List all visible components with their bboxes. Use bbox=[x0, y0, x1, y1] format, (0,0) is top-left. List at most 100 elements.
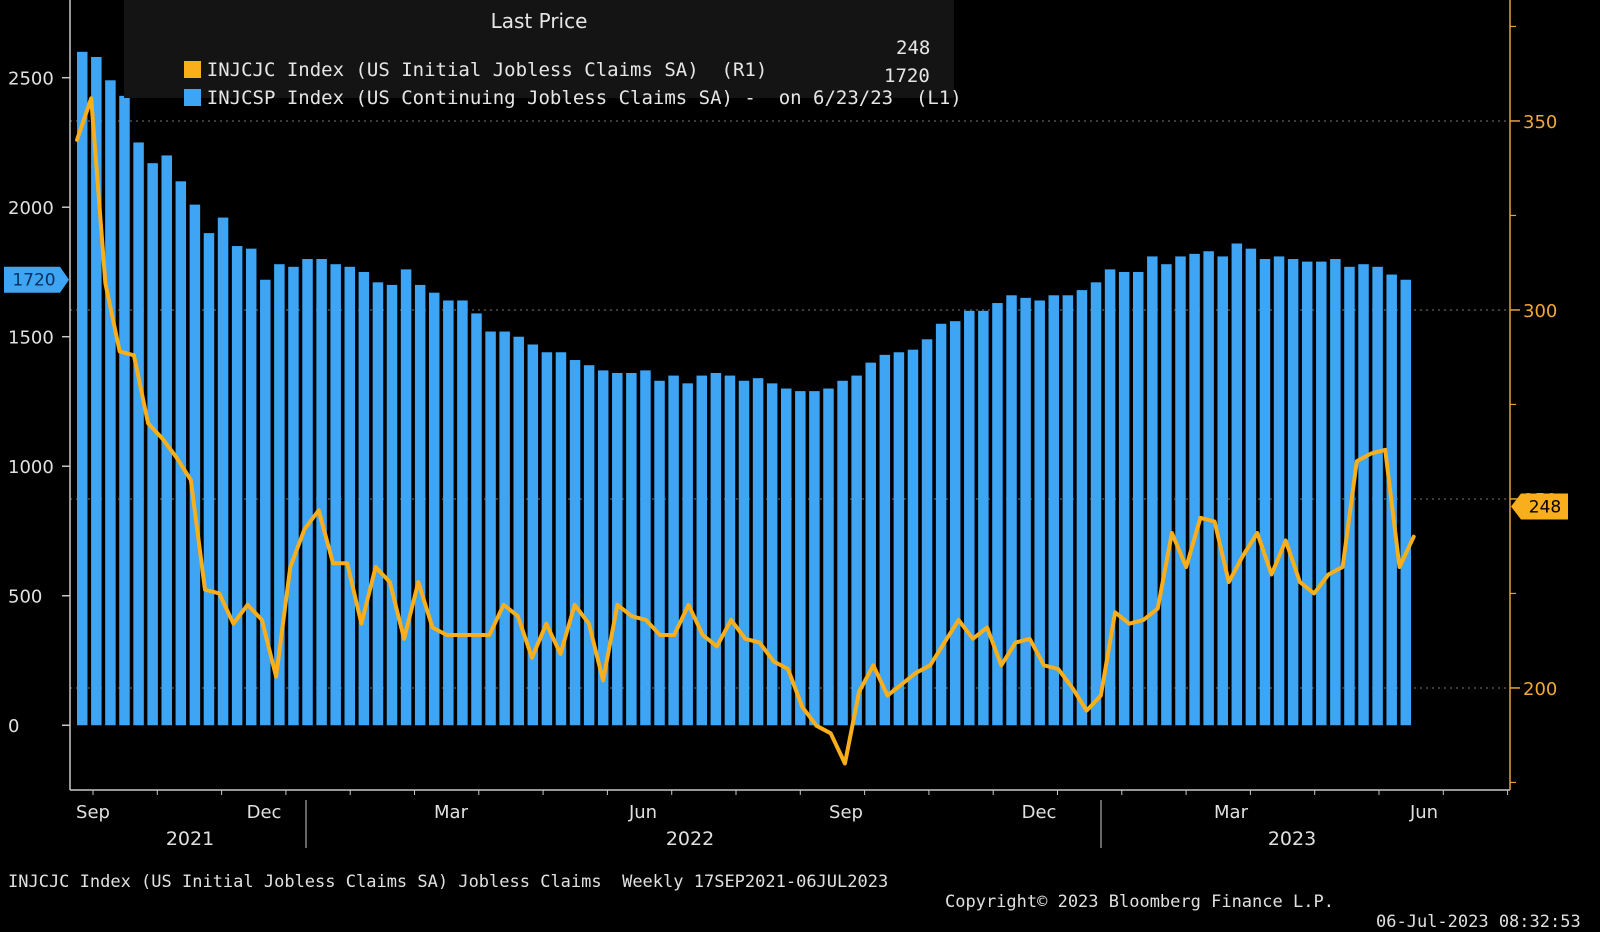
bar-4 bbox=[133, 142, 144, 726]
bar-35 bbox=[569, 360, 581, 726]
bar-69 bbox=[1048, 295, 1060, 726]
left-last-value-marker: 1720 bbox=[4, 266, 69, 293]
left-tick-label-2000: 2000 bbox=[8, 198, 54, 219]
left-tick-label-0: 0 bbox=[8, 716, 19, 737]
bar-63 bbox=[964, 310, 975, 726]
x-year-label-2021: 2021 bbox=[166, 828, 214, 850]
bar-36 bbox=[583, 365, 595, 726]
bar-77 bbox=[1161, 264, 1172, 726]
bar-85 bbox=[1273, 256, 1285, 726]
x-axis-ticks: Sep Dec Mar Jun Sep Dec Mar Jun 2021 2022 2023 bbox=[76, 790, 1509, 850]
bar-31 bbox=[513, 336, 524, 726]
bar-12 bbox=[245, 248, 257, 726]
bar-71 bbox=[1076, 290, 1088, 726]
bar-52 bbox=[809, 391, 820, 726]
left-axis-ticks: 0 500 1000 1500 2000 2500 bbox=[8, 69, 70, 737]
right-last-value-label: 248 bbox=[1529, 498, 1561, 518]
chart-footer: INJCJC Index (US Initial Jobless Claims … bbox=[8, 852, 1581, 932]
x-month-label-6: Mar bbox=[1214, 802, 1249, 823]
x-month-label-7: Jun bbox=[1409, 802, 1438, 823]
bar-56 bbox=[865, 362, 876, 726]
bar-59 bbox=[907, 349, 919, 726]
legend-value-continuing-claims: 1720 bbox=[884, 65, 930, 87]
bar-21 bbox=[372, 282, 384, 726]
bar-27 bbox=[457, 300, 468, 726]
bar-88 bbox=[1316, 261, 1327, 726]
bar-51 bbox=[795, 391, 806, 726]
bar-11 bbox=[231, 246, 243, 726]
line-series-initial-claims bbox=[75, 96, 1416, 766]
bar-24 bbox=[414, 284, 426, 726]
left-tick-label-1500: 1500 bbox=[8, 328, 54, 349]
bar-50 bbox=[781, 388, 792, 726]
bar-54 bbox=[837, 380, 848, 726]
bar-7 bbox=[175, 181, 187, 726]
bar-58 bbox=[893, 352, 905, 726]
bar-13 bbox=[260, 279, 271, 726]
bar-29 bbox=[485, 331, 496, 726]
x-month-label-3: Jun bbox=[628, 802, 657, 823]
bar-64 bbox=[978, 310, 989, 726]
axes bbox=[69, 0, 1511, 791]
x-month-label-2: Mar bbox=[434, 802, 469, 823]
bar-42 bbox=[668, 375, 679, 726]
x-year-label-2022: 2022 bbox=[666, 828, 714, 850]
legend-item-continuing-claims: INJCSP Index (US Continuing Jobless Clai… bbox=[138, 65, 962, 131]
bar-61 bbox=[935, 323, 947, 726]
left-tick-label-2500: 2500 bbox=[8, 69, 54, 90]
legend-label-initial-claims: INJCJC Index (US Initial Jobless Claims … bbox=[206, 59, 768, 81]
bar-75 bbox=[1133, 271, 1144, 726]
right-tick-label-350: 350 bbox=[1523, 112, 1557, 133]
bar-79 bbox=[1189, 253, 1200, 726]
bar-37 bbox=[597, 370, 609, 726]
bar-90 bbox=[1344, 266, 1355, 726]
bar-32 bbox=[527, 344, 539, 726]
bar-72 bbox=[1090, 282, 1102, 726]
orange-swatch-icon bbox=[183, 61, 201, 78]
x-month-label-4: Sep bbox=[829, 802, 863, 823]
bar-82 bbox=[1231, 243, 1243, 726]
bar-28 bbox=[471, 313, 482, 726]
bar-68 bbox=[1034, 300, 1045, 726]
bar-6 bbox=[161, 155, 172, 726]
bar-41 bbox=[654, 380, 665, 726]
right-tick-label-300: 300 bbox=[1523, 301, 1557, 322]
bar-48 bbox=[752, 378, 764, 726]
bar-74 bbox=[1118, 271, 1130, 726]
legend-title: Last Price bbox=[490, 9, 588, 33]
bar-91 bbox=[1358, 264, 1369, 726]
bar-38 bbox=[612, 372, 623, 726]
bar-3 bbox=[119, 95, 130, 726]
bar-87 bbox=[1301, 261, 1313, 726]
bar-17 bbox=[316, 259, 327, 726]
bar-66 bbox=[1006, 295, 1017, 726]
bar-18 bbox=[330, 264, 341, 726]
bar-53 bbox=[823, 388, 834, 726]
bar-73 bbox=[1104, 269, 1116, 726]
left-tick-label-500: 500 bbox=[8, 587, 42, 608]
bar-55 bbox=[851, 375, 862, 726]
right-last-value-marker: 248 bbox=[1511, 493, 1568, 520]
bar-83 bbox=[1245, 248, 1257, 726]
bar-94 bbox=[1400, 279, 1412, 726]
bar-60 bbox=[921, 339, 933, 726]
bar-14 bbox=[274, 264, 285, 726]
bar-15 bbox=[288, 266, 299, 726]
legend-label-continuing-claims: INJCSP Index (US Continuing Jobless Clai… bbox=[206, 87, 962, 109]
right-tick-label-200: 200 bbox=[1523, 679, 1557, 700]
x-year-label-2023: 2023 bbox=[1268, 828, 1316, 850]
bar-0 bbox=[77, 51, 88, 726]
bar-40 bbox=[640, 370, 651, 726]
bar-22 bbox=[386, 284, 398, 726]
bar-46 bbox=[724, 375, 736, 726]
x-month-label-0: Sep bbox=[76, 802, 110, 823]
left-last-value-label: 1720 bbox=[12, 271, 55, 291]
bar-20 bbox=[358, 271, 370, 726]
bar-84 bbox=[1259, 259, 1271, 726]
bar-25 bbox=[429, 292, 440, 726]
bar-30 bbox=[499, 331, 510, 726]
x-month-label-1: Dec bbox=[247, 802, 282, 823]
legend-item-initial-claims: INJCJC Index (US Initial Jobless Claims … bbox=[138, 37, 767, 103]
bar-70 bbox=[1062, 295, 1074, 726]
footer-description: INJCJC Index (US Initial Jobless Claims … bbox=[8, 872, 889, 892]
